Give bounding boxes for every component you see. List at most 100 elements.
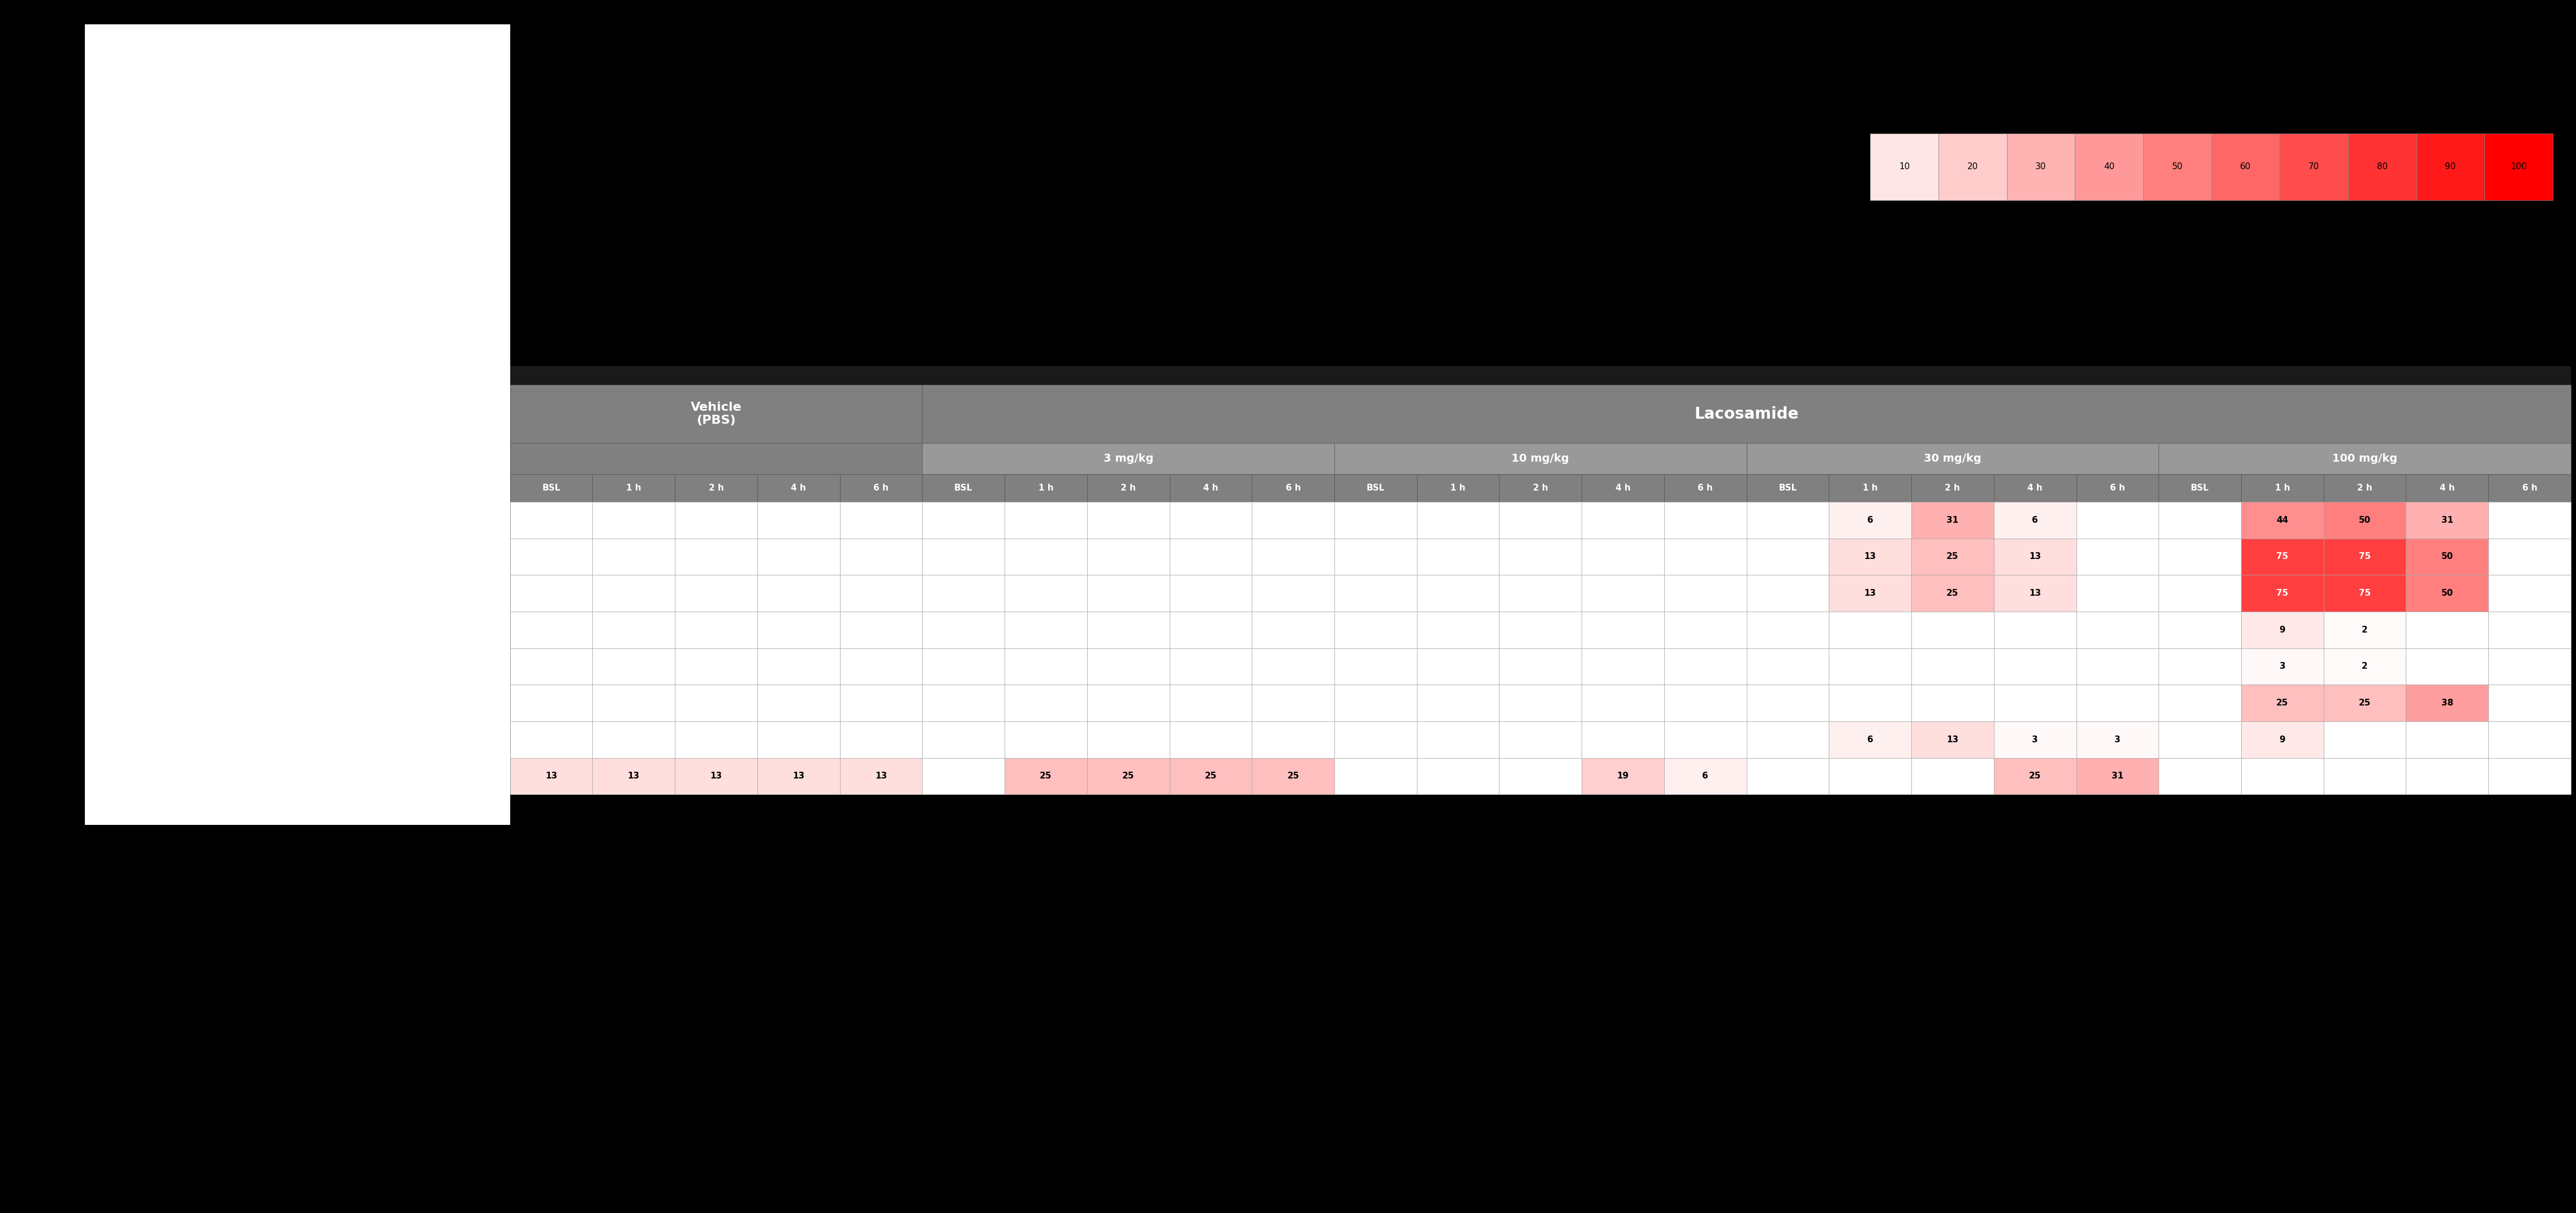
Bar [2488,722,2571,758]
Bar [1829,722,1911,758]
Text: 13: 13 [711,771,721,780]
Bar [1170,502,1252,539]
Bar [1087,684,1170,722]
Bar [1417,575,1499,611]
Text: More Severe: More Severe [2452,96,2524,106]
Text: 1 h: 1 h [1450,484,1466,492]
Bar [922,443,1334,474]
Bar [757,474,840,502]
Bar [1252,648,1334,684]
Text: 25: 25 [1123,771,1133,780]
Bar [1252,575,1334,611]
Bar [840,684,922,722]
Bar [1005,474,1087,502]
Bar [1664,722,1747,758]
Bar [1747,722,1829,758]
Bar [1252,611,1334,648]
Bar [592,648,675,684]
Bar [2486,133,2553,200]
Bar [510,539,592,575]
Bar [1334,443,1747,474]
Bar [922,684,1005,722]
Bar [592,502,675,539]
Bar [1499,539,1582,575]
Bar [2416,133,2483,200]
Bar [675,575,757,611]
Text: 6: 6 [1868,735,1873,744]
Bar [675,648,757,684]
Bar [2076,502,2159,539]
Text: 25: 25 [2360,699,2370,707]
Bar [85,24,510,825]
Bar [1005,648,1087,684]
Bar [1334,539,1417,575]
Bar [1664,684,1747,722]
Bar [2488,648,2571,684]
Bar [757,502,840,539]
Text: Severity Score: Severity Score [2146,32,2264,46]
Bar [840,611,922,648]
Text: 3 mg/kg: 3 mg/kg [1103,454,1154,465]
Text: 3: 3 [2280,662,2285,671]
Bar [2076,575,2159,611]
Bar [1582,722,1664,758]
Bar [2076,684,2159,722]
Bar [1252,539,1334,575]
Text: 50: 50 [2172,163,2182,171]
Text: 2 h: 2 h [2357,484,2372,492]
Bar [1334,474,1417,502]
Bar [1252,684,1334,722]
Bar [1829,648,1911,684]
Bar [2406,684,2488,722]
Bar [1170,575,1252,611]
Bar [2324,648,2406,684]
Bar [510,502,592,539]
Bar [2241,684,2324,722]
Text: 10 mg/kg: 10 mg/kg [1512,454,1569,465]
Text: 13: 13 [2030,590,2040,598]
Bar [592,611,675,648]
Bar [1170,539,1252,575]
Bar [1499,684,1582,722]
Bar [2076,611,2159,648]
Bar [1005,502,1087,539]
Text: 13: 13 [546,771,556,780]
Bar [1499,474,1582,502]
Bar [1582,502,1664,539]
Bar [840,502,922,539]
Text: 50: 50 [2442,552,2452,560]
Text: 1 h: 1 h [2275,484,2290,492]
Text: 9: 9 [2280,626,2285,634]
Bar [2406,758,2488,795]
Text: 2: 2 [2362,662,2367,671]
Bar [1005,539,1087,575]
Bar [2488,502,2571,539]
Bar [922,575,1005,611]
Bar [840,648,922,684]
Bar [592,758,675,795]
Bar [840,758,922,795]
Text: 60: 60 [2241,163,2251,171]
Bar [2159,648,2241,684]
Bar [592,684,675,722]
Bar [1829,575,1911,611]
Text: 9: 9 [2280,735,2285,744]
Bar [1582,539,1664,575]
Bar [1252,758,1334,795]
Bar [1911,474,1994,502]
Text: 31: 31 [2442,516,2452,524]
Bar [675,502,757,539]
Bar [840,575,922,611]
Text: 44: 44 [2277,516,2287,524]
Text: 38: 38 [2442,699,2452,707]
Text: 75: 75 [2277,552,2287,560]
Bar [922,648,1005,684]
Bar [1087,611,1170,648]
Text: 25: 25 [1288,771,1298,780]
Bar [592,539,675,575]
Text: BSL: BSL [1777,484,1798,492]
Bar [2406,474,2488,502]
Bar [922,385,2571,443]
Bar [1994,648,2076,684]
Text: 50: 50 [2442,590,2452,598]
